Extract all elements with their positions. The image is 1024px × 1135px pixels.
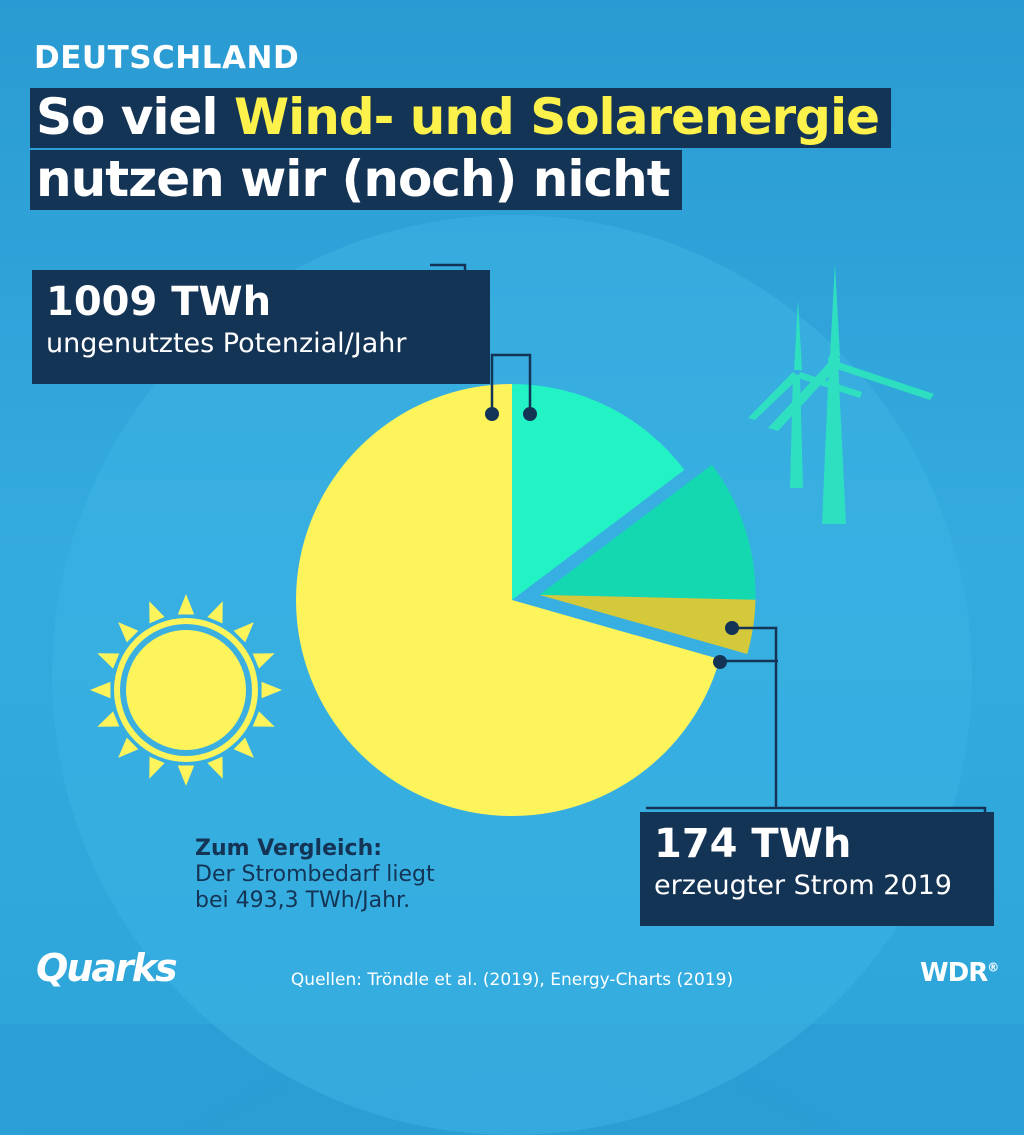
sun-ray	[207, 601, 223, 624]
leader-dots	[485, 407, 739, 669]
sun-ray	[97, 711, 120, 727]
wdr-logo: WDR®	[920, 958, 999, 988]
unused-label: ungenutztes Potenzial/Jahr	[46, 328, 407, 359]
title-line-1: So viel Wind- und Solarenergie	[30, 88, 892, 148]
comparison-line-1: Der Strombedarf liegt	[195, 862, 435, 887]
unused-value: 1009 TWh	[46, 279, 272, 325]
callout-produced: 174 TWh erzeugter Strom 2019	[640, 812, 994, 926]
pie-slice-wind-produced	[539, 464, 756, 600]
sun-ray	[207, 756, 223, 779]
sun-ray	[261, 681, 282, 699]
sources-note: Quellen: Tröndle et al. (2019), Energy-C…	[290, 970, 734, 990]
sun-ray	[252, 653, 275, 669]
wind-turbine-icon	[748, 264, 934, 524]
pie-slice-solar-produced	[539, 594, 756, 655]
sun-ray	[97, 653, 120, 669]
comparison-heading: Zum Vergleich:	[195, 836, 383, 861]
sun-ray	[233, 737, 254, 758]
comparison-note: Zum Vergleich: Der Strombedarf liegt bei…	[195, 836, 435, 914]
pie-slice-wind-unused	[512, 384, 685, 600]
callout-unused-potential: 1009 TWh ungenutztes Potenzial/Jahr	[32, 270, 490, 384]
quarks-logo: Quarks	[36, 946, 178, 990]
sun-ray	[177, 765, 195, 786]
sun-ray	[118, 737, 139, 758]
kicker-label: DEUTSCHLAND	[34, 40, 300, 76]
title-prefix: So viel	[36, 88, 234, 146]
produced-label: erzeugter Strom 2019	[654, 870, 952, 901]
sun-ray	[177, 594, 195, 615]
produced-value: 174 TWh	[654, 821, 852, 867]
sun-ray	[252, 711, 275, 727]
chart-canvas	[90, 263, 987, 832]
sun-disc-core	[126, 630, 246, 750]
wdr-logo-text: WDR	[920, 958, 988, 988]
pie-slice-solar-unused	[295, 384, 720, 817]
sun-ray	[233, 622, 254, 643]
sun-ray	[90, 681, 111, 699]
title-line-2: nutzen wir (noch) nicht	[30, 150, 682, 210]
sun-ray	[149, 756, 165, 779]
sun-ray	[118, 622, 139, 643]
title-highlight: Wind- und Solarenergie	[233, 88, 880, 146]
sun-ray	[149, 601, 165, 624]
sun-icon	[90, 594, 282, 786]
pie-chart	[295, 384, 756, 817]
comparison-line-2: bei 493,3 TWh/Jahr.	[195, 888, 411, 913]
